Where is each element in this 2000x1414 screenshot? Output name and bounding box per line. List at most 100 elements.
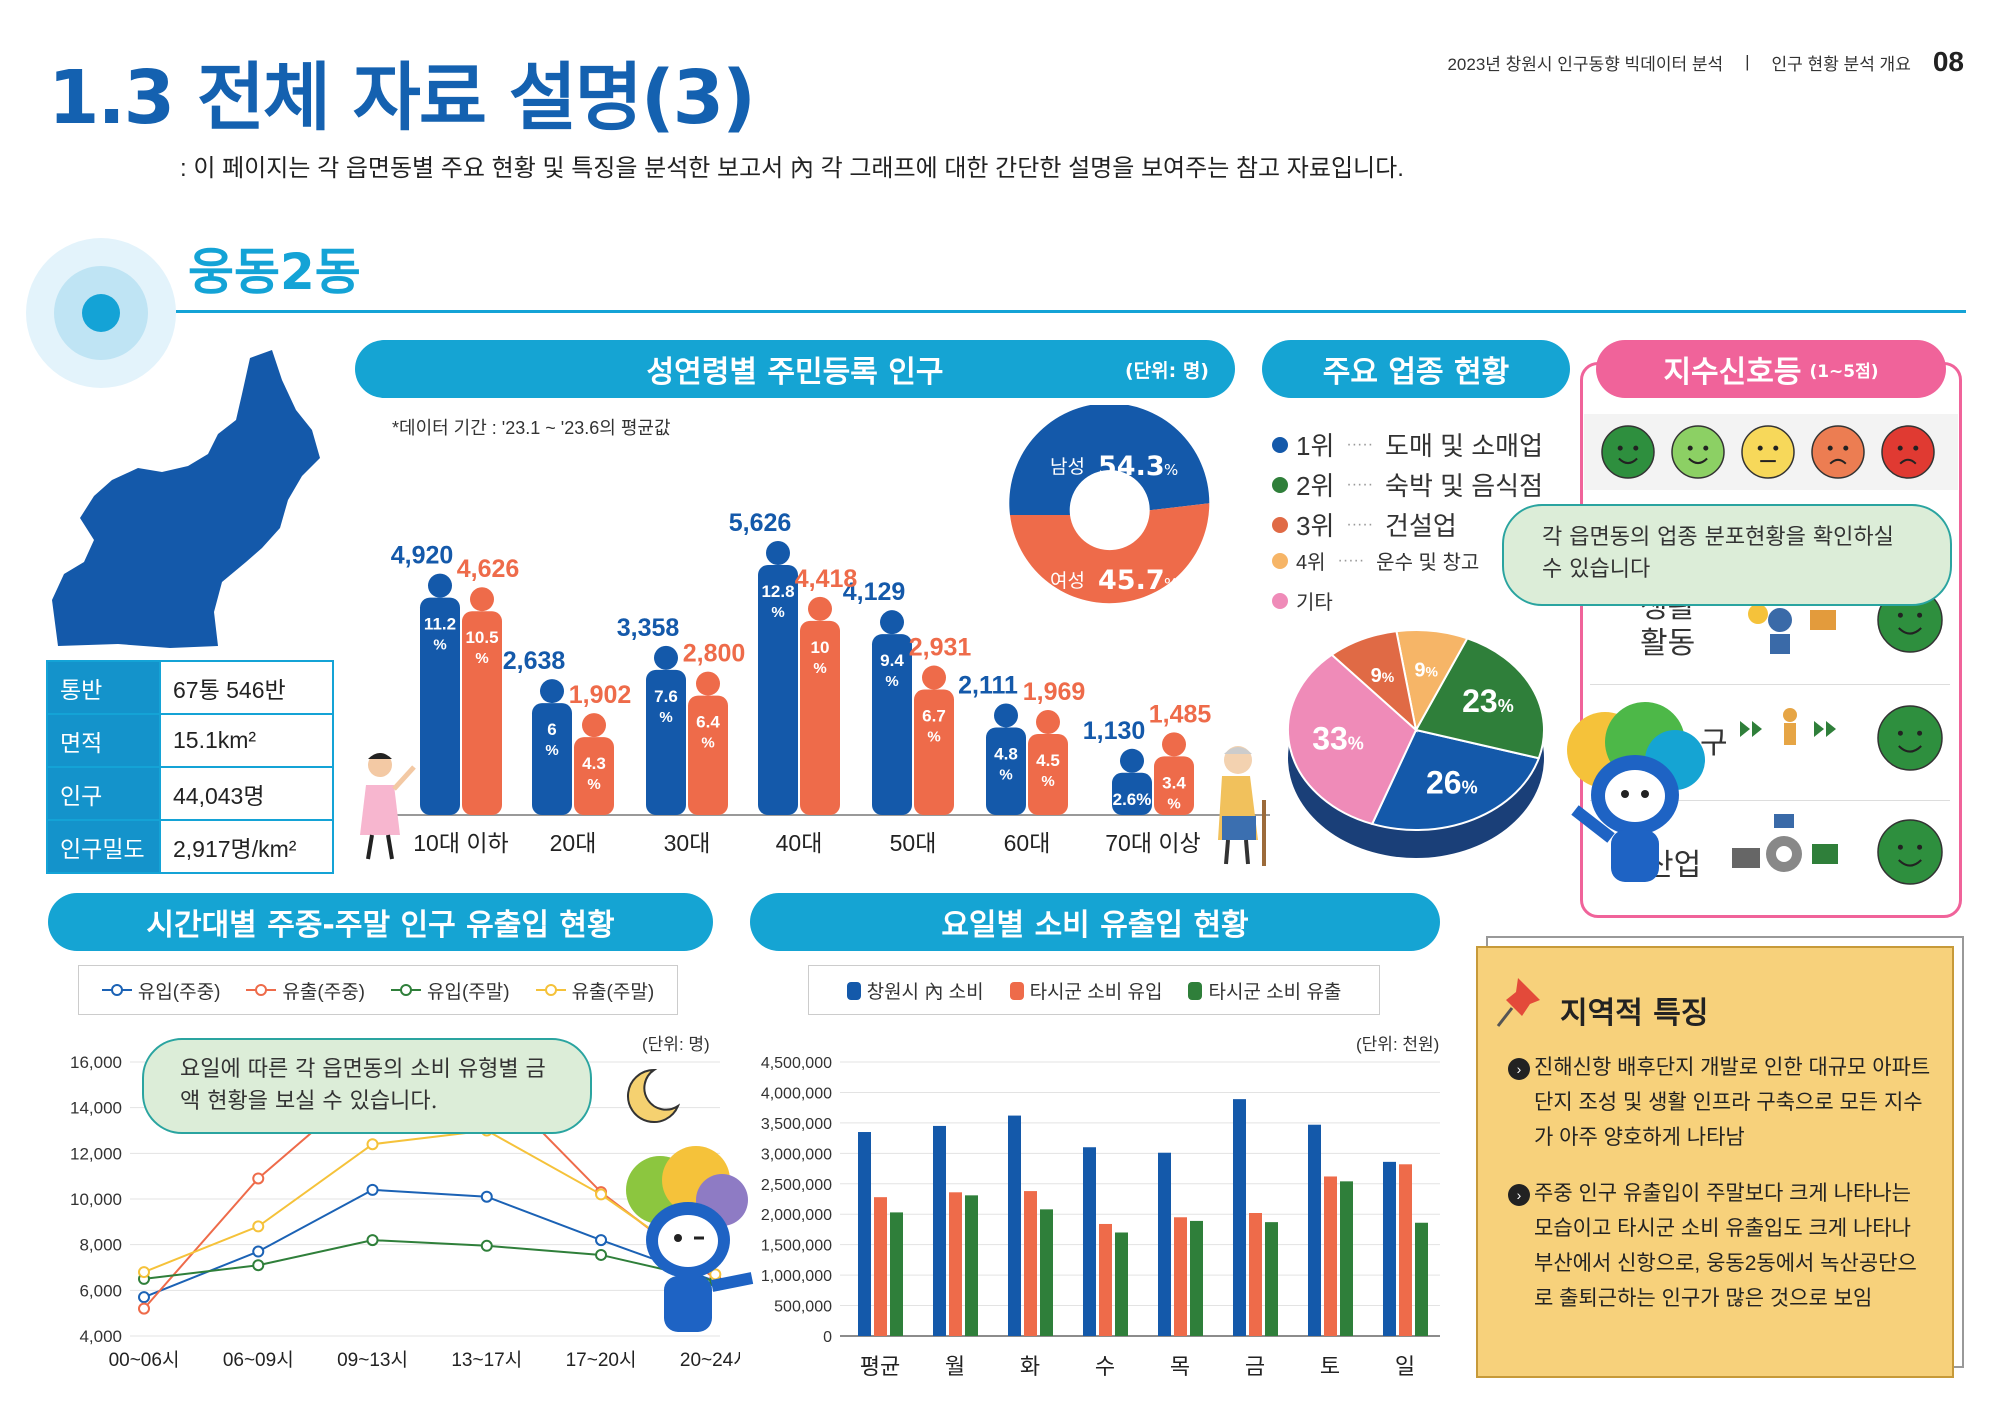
info-value: 44,043명 [159,766,334,821]
population-header: 성연령별 주민등록 인구 (단위: 명) [355,340,1235,398]
legend-bar-marker [1188,982,1203,1000]
x-tick-label: 09~13시 [337,1350,408,1371]
face-eye [1917,612,1923,618]
signal-face [1811,425,1865,479]
legend-dot [1272,476,1288,493]
industry-name: 운수 및 창고 [1376,552,1480,574]
population-pct-sign: % [1167,795,1180,812]
face-circle [1671,425,1725,479]
leader-dots: ····· [1346,475,1374,493]
y-tick-label: 14,000 [70,1099,122,1118]
legend-dot [1272,592,1288,609]
industry-gear-icon [1732,814,1838,872]
population-pct-label: 6.7 [922,707,946,726]
population-bar [914,689,954,815]
feature-item-2: 주중 인구 유출입이 주말보다 크게 나타나는 모습이고 타시군 소비 유출입도… [1534,1182,1917,1310]
time-chart-legend: 유입(주중) 유출(주중) 유입(주말) 유출(주말) [78,965,678,1015]
consumption-bar [1233,1099,1246,1336]
day-chart-header: 요일별 소비 유출입 현황 [750,893,1440,951]
x-tick-label: 금 [1245,1354,1265,1379]
x-tick-label: 06~09시 [223,1350,294,1371]
page-header-meta: 2023년 창원시 인구동향 빅데이터 분석 | 인구 현황 분석 개요 08 [1447,46,1964,78]
industry-pie-chart: 26%23%9%9%33% [1287,629,1545,858]
population-bar [646,669,686,815]
population-pct-sign: % [927,729,940,746]
life-activity-icon [1748,604,1836,654]
y-tick-label: 500,000 [774,1299,832,1316]
info-key: 인구 [46,766,161,821]
population-bar-head [1120,748,1144,773]
consumption-bar [1158,1152,1171,1336]
x-tick-label: 일 [1395,1354,1415,1379]
population-bar [758,565,798,815]
consumption-bar [933,1125,946,1336]
female-value: 45.7 [1098,565,1165,596]
signal-face [1601,425,1655,479]
y-tick-label: 12,000 [70,1144,122,1163]
population-category-label: 10대 이하 [413,830,508,856]
pie-slice [1414,637,1545,760]
population-value-label: 2,931 [909,634,972,662]
population-bar [1154,756,1194,815]
population-pct-label: 4.3 [582,754,606,773]
industry-header: 주요 업종 현황 [1262,340,1570,398]
pie-value-label: 9% [1414,660,1438,682]
info-row: 인구 44,043명 [46,766,334,821]
info-key: 통반 [46,660,161,715]
population-bar-head [808,596,832,621]
legend-item: 창원시 內 소비 [846,977,984,1004]
population-value-label: 2,111 [958,671,1018,699]
header-separator: | [1745,52,1750,71]
population-value-label: 4,418 [795,565,858,593]
legend-bar-marker [1009,982,1024,1000]
face-eye [1703,445,1709,451]
legend-dot [1272,436,1288,453]
industry-rank: 2위 [1296,471,1335,501]
y-tick-label: 3,500,000 [761,1116,832,1133]
industry-legend-item: 4위 ····· 운수 및 창고 [1272,546,1479,575]
info-row: 면적 15.1km² [46,713,334,768]
industry-legend-item: 1위 ····· 도매 및 소매업 [1272,426,1543,463]
pie-slice [1370,728,1541,831]
y-tick-label: 4,000,000 [761,1085,832,1102]
signal-face [1881,425,1935,479]
feature-note [1476,946,1954,1378]
series-point [138,1302,150,1315]
consumption-bar [1008,1115,1021,1336]
face-mouth [1618,457,1638,465]
signal-face [1741,425,1795,479]
day-bar-chart: 4,500,000 4,000,000 3,500,000 3,000,000 2,50… [761,1055,1440,1379]
population-pct-sign: % [813,660,826,677]
population-bar-head [922,665,946,690]
population-value-label: 2,800 [683,640,746,668]
face-eye [1897,730,1903,736]
legend-label: 타시군 소비 유출 [1208,981,1342,1003]
y-tick-label: 2,500,000 [761,1177,832,1194]
face-mouth [1898,627,1922,635]
face-circle [1877,705,1943,771]
series-point [366,1138,379,1151]
population-pct-label: 6 [547,720,556,739]
population-value-label: 1,130 [1083,717,1146,745]
face-eye [1843,445,1849,451]
industry-speech-bubble: 각 읍면동의 업종 분포현황을 확인하실 수 있습니다 [1502,504,1952,606]
industry-name: 건설업 [1385,511,1457,541]
consumption-bar [1399,1164,1412,1336]
series-point [252,1245,265,1258]
population-pct-sign: % [701,735,714,752]
population-pct-label: 9.4 [880,651,904,670]
population-bar-head [766,541,790,565]
pie-pct-sign: % [1498,696,1514,716]
legend-item: 타시군 소비 유출 [1188,977,1341,1004]
population-value-label: 1,485 [1149,700,1212,728]
female-label: 여성 [1050,570,1085,592]
population-bar [462,611,502,815]
area-name: 웅동2동 [188,243,361,301]
y-tick-label: 4,000 [79,1327,122,1346]
elderly-illustration [1218,746,1266,866]
legend-dot [1272,516,1288,533]
day-chart-title: 요일별 소비 유출입 현황 [941,908,1249,943]
industry-title: 주요 업종 현황 [1322,355,1510,390]
info-row: 통반 67통 546반 [46,660,334,715]
population-pct-label: 2.6% [1113,790,1152,809]
